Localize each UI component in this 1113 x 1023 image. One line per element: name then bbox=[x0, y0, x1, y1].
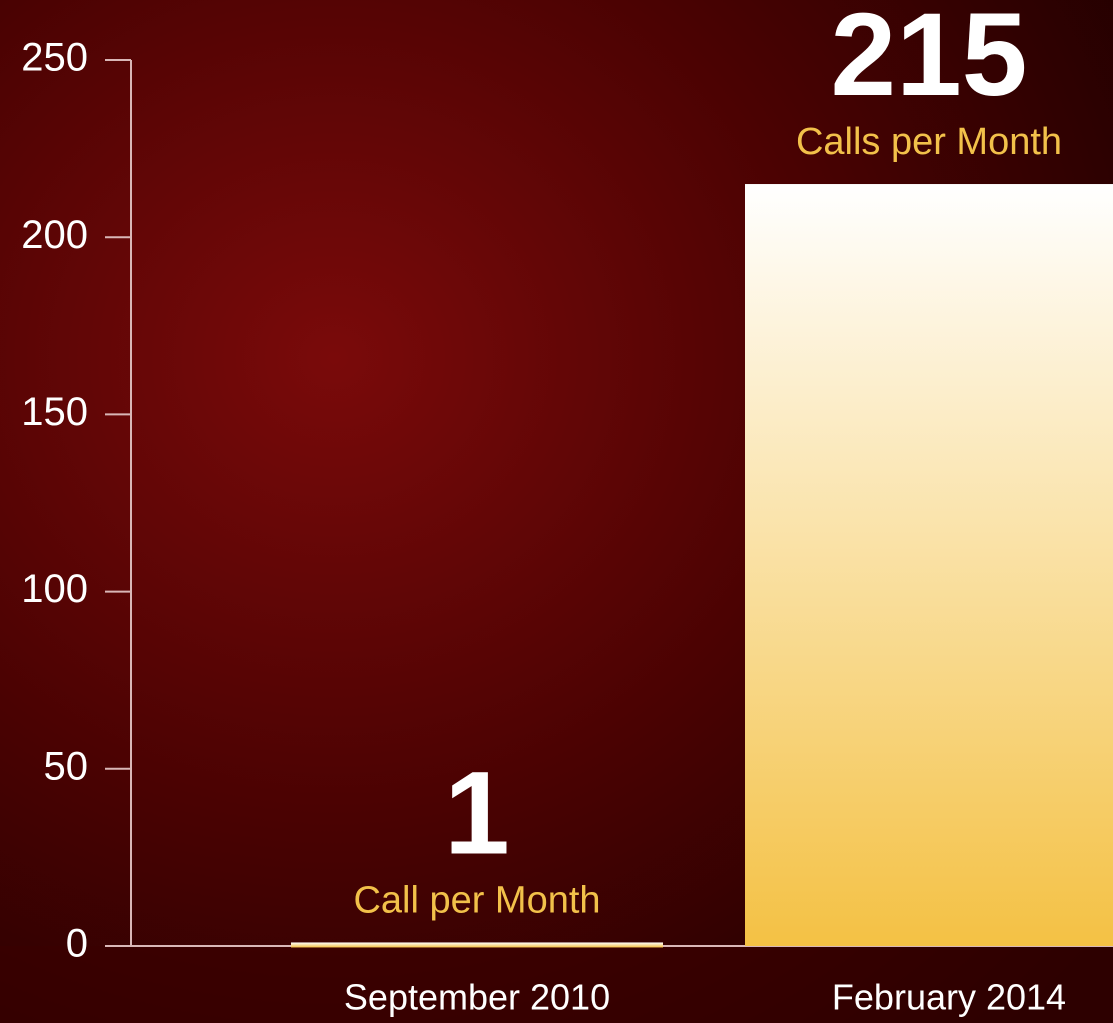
y-tick-label: 0 bbox=[66, 922, 88, 966]
bar bbox=[745, 184, 1113, 947]
value-label: 215 bbox=[831, 0, 1028, 121]
value-label: 1 bbox=[444, 748, 510, 880]
x-tick-label: September 2010 bbox=[344, 977, 610, 1018]
y-tick-label: 100 bbox=[21, 567, 88, 611]
y-tick-label: 50 bbox=[44, 744, 89, 788]
bar bbox=[291, 942, 663, 948]
value-annotation: Call per Month bbox=[353, 879, 600, 921]
y-tick-label: 150 bbox=[21, 390, 88, 434]
value-annotation: Calls per Month bbox=[796, 121, 1062, 163]
x-tick-label: February 2014 bbox=[832, 977, 1066, 1018]
y-tick-label: 250 bbox=[21, 36, 88, 80]
footer-band bbox=[0, 946, 1113, 1023]
y-tick-label: 200 bbox=[21, 213, 88, 257]
